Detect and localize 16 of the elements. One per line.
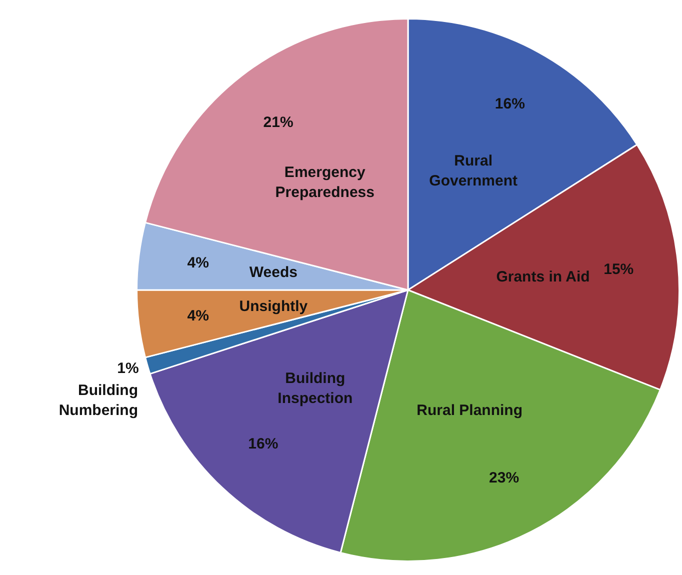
data-label: 16% (494, 96, 525, 113)
slice-label: Rural Planning (416, 402, 522, 419)
data-label: 4% (187, 254, 209, 272)
slice-label: Emergency Preparedness (275, 164, 374, 201)
slice-label: Building Numbering (58, 382, 138, 420)
data-label: 1% (117, 360, 139, 378)
slice-label: Grants in Aid (496, 268, 590, 286)
data-label: 16% (248, 435, 278, 452)
slice-label: Weeds (249, 264, 298, 282)
data-label: 15% (604, 261, 634, 278)
slice-label: Building Inspection (278, 370, 353, 408)
slice-label: Unsightly (239, 298, 308, 316)
data-label: 23% (489, 470, 520, 487)
data-label: 4% (187, 308, 209, 325)
data-label: 21% (263, 114, 294, 131)
slice-label: Rural Government (429, 152, 518, 190)
